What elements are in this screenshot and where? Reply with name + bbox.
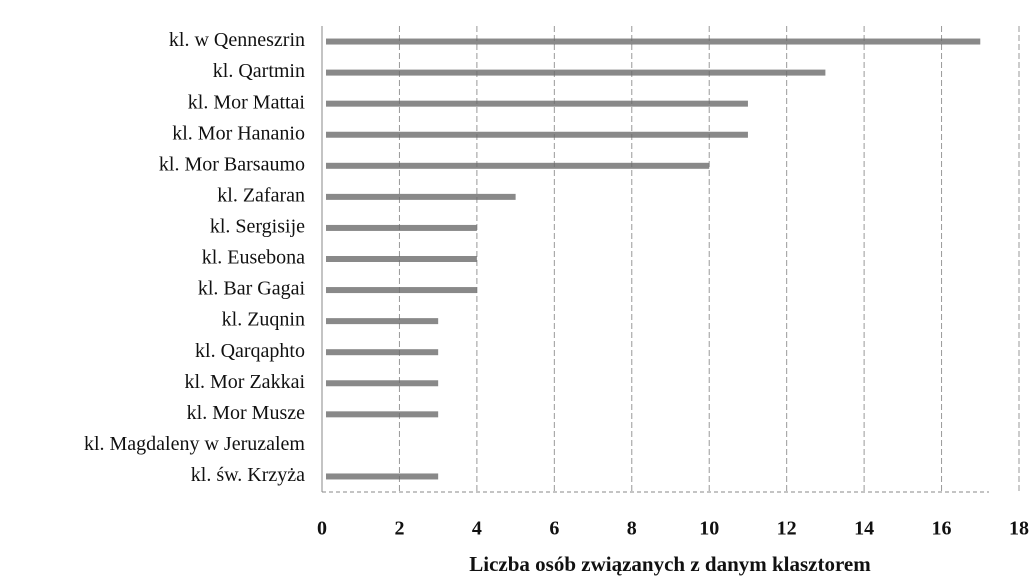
x-tick-label: 18 [1009, 518, 1029, 540]
y-tick-label: kl. Mor Musze [187, 402, 305, 424]
bar [326, 287, 477, 294]
x-tick-label: 16 [932, 518, 952, 540]
bar [326, 349, 439, 356]
y-tick-label: kl. Sergisije [210, 216, 305, 238]
y-tick-label: kl. Zafaran [217, 184, 305, 206]
x-tick-label: 2 [394, 518, 404, 540]
bar [326, 224, 477, 231]
y-tick-label: kl. św. Krzyża [191, 464, 305, 486]
x-axis-title: Liczba osób związanych z danym klasztore… [469, 552, 871, 576]
x-tick-label: 0 [317, 518, 327, 540]
y-tick-label: kl. Bar Gagai [198, 278, 306, 300]
bar [326, 193, 516, 200]
bar [326, 380, 439, 387]
x-tick-label: 8 [627, 518, 637, 540]
bar [326, 473, 439, 480]
y-tick-label: kl. Mor Zakkai [184, 371, 305, 393]
y-tick-label: kl. Eusebona [202, 247, 305, 269]
bar [326, 162, 710, 169]
x-tick-label: 14 [854, 518, 874, 540]
bar [326, 69, 826, 76]
y-tick-label: kl. Mor Hananio [172, 122, 305, 144]
y-tick-label: kl. Qarqaphto [195, 340, 305, 362]
y-tick-label: kl. Magdaleny w Jeruzalem [84, 433, 305, 455]
y-tick-label: kl. w Qenneszrin [169, 29, 305, 51]
y-tick-label: kl. Qartmin [213, 60, 305, 82]
bar [326, 318, 439, 325]
bar [326, 131, 748, 138]
bar [326, 411, 439, 418]
x-tick-label: 12 [777, 518, 797, 540]
x-tick-label: 10 [699, 518, 719, 540]
y-tick-label: kl. Mor Barsaumo [159, 153, 305, 175]
bar [326, 256, 477, 262]
x-tick-label: 6 [549, 518, 559, 540]
x-tick-label: 4 [472, 518, 482, 540]
bar [326, 38, 981, 45]
bar [326, 100, 748, 107]
y-tick-label: kl. Mor Mattai [188, 91, 306, 113]
y-tick-label: kl. Zuqnin [222, 309, 305, 331]
